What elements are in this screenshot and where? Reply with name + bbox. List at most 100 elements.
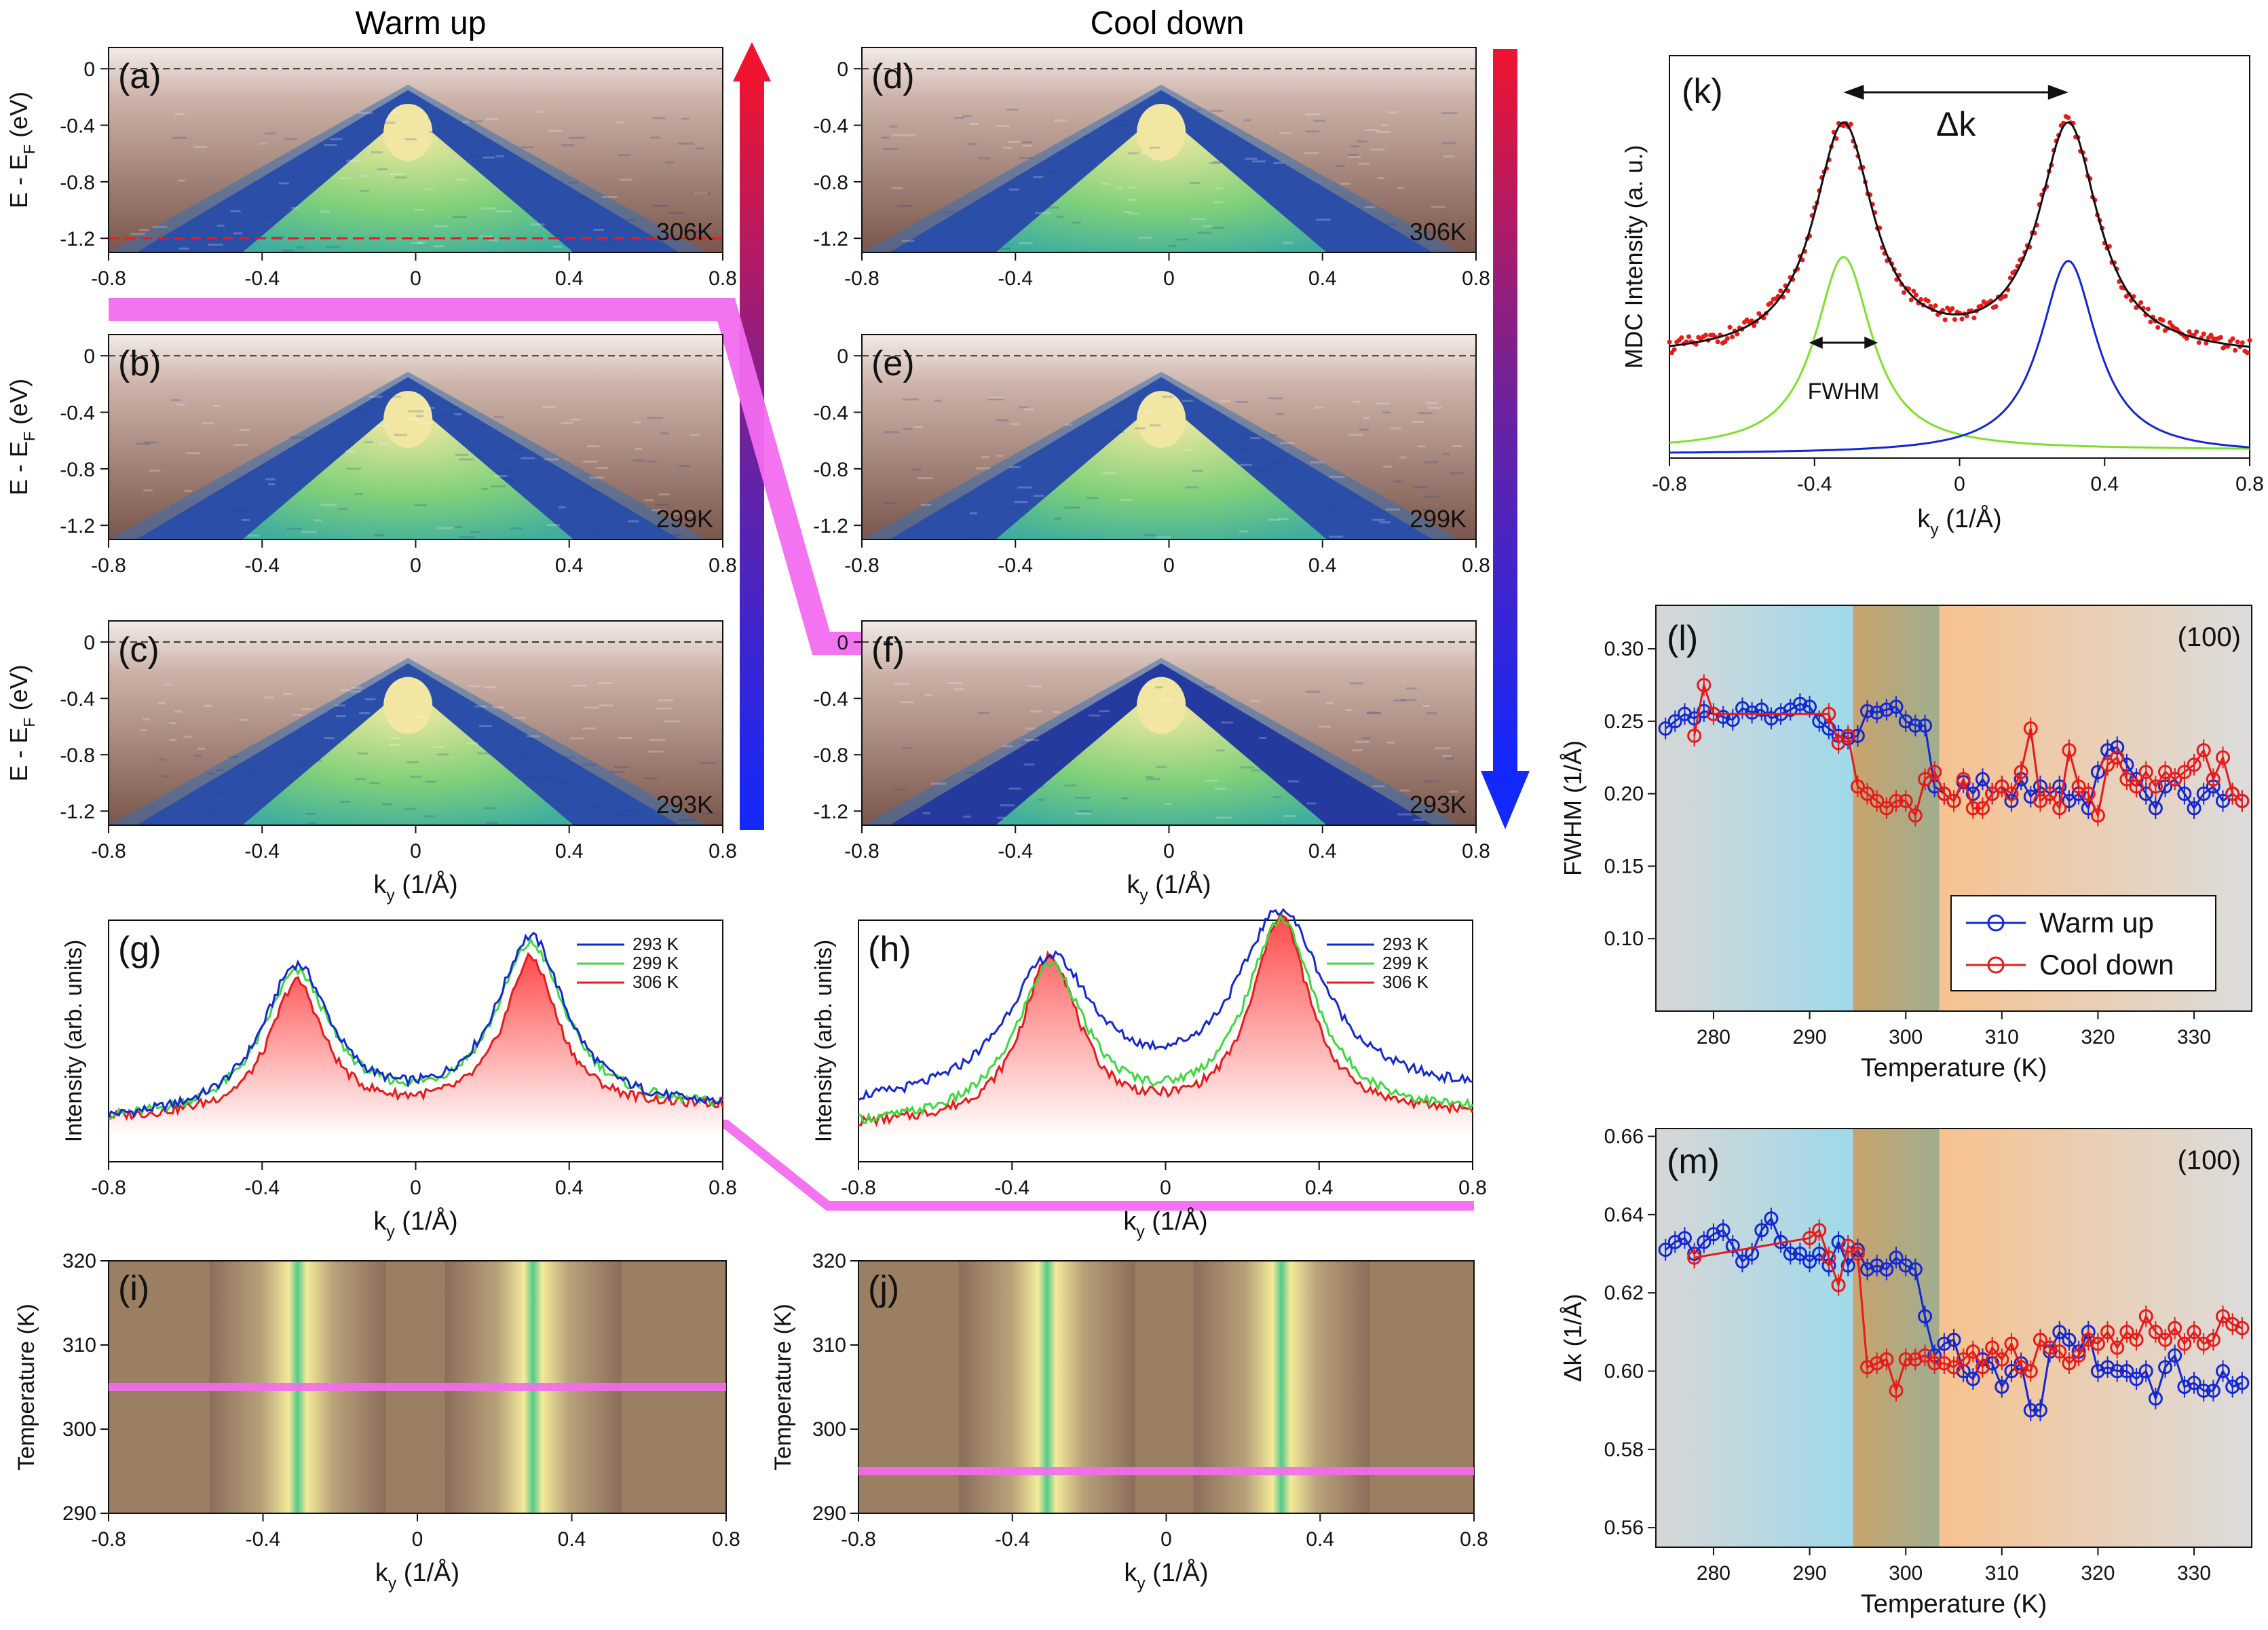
- texture: [561, 421, 574, 424]
- band-core: [1137, 677, 1186, 734]
- texture: [1422, 705, 1430, 708]
- texture: [1017, 486, 1032, 489]
- texture: [917, 477, 933, 480]
- x-tick-label: -0.4: [244, 840, 280, 863]
- data-point: [1898, 793, 1913, 808]
- x-tick-label: 0.4: [1306, 1528, 1334, 1551]
- texture: [953, 688, 964, 691]
- data-point: [2187, 1325, 2201, 1340]
- texture: [414, 504, 428, 507]
- texture: [354, 493, 363, 495]
- data-point: [2187, 757, 2201, 772]
- texture: [584, 763, 599, 766]
- texture: [1053, 729, 1063, 732]
- texture: [1083, 136, 1093, 138]
- data-point: [1898, 1352, 1913, 1367]
- x-tick-label: -0.4: [246, 1528, 281, 1551]
- ky-axis-label: ky (1/Å): [373, 1206, 457, 1241]
- data-point: [2148, 1391, 2163, 1406]
- energy-axis-label: E - EF (eV): [5, 92, 38, 208]
- arpes-image: [862, 48, 1476, 252]
- texture: [433, 245, 445, 248]
- texture: [1048, 170, 1060, 173]
- region-hysteresis: [1853, 1129, 1940, 1547]
- texture: [239, 429, 250, 432]
- x-tick-label: 310: [1985, 1026, 2019, 1048]
- texture: [987, 398, 1004, 400]
- texture: [1372, 518, 1385, 521]
- texture: [1355, 740, 1370, 743]
- texture: [481, 207, 497, 210]
- texture: [466, 742, 478, 744]
- data-point: [1975, 801, 1990, 816]
- texture: [259, 142, 267, 145]
- texture: [1314, 406, 1324, 409]
- data-point: [1821, 706, 1836, 721]
- x-tick-label: 0: [1163, 554, 1175, 577]
- data-point: [1860, 704, 1875, 719]
- x-tick-label: -0.4: [998, 267, 1033, 290]
- band-core: [1137, 390, 1186, 448]
- y-tick-label: -0.4: [60, 688, 95, 710]
- data-point: [2090, 765, 2105, 780]
- texture: [178, 247, 189, 250]
- texture: [1145, 776, 1154, 778]
- texture: [409, 417, 418, 420]
- texture: [884, 502, 896, 505]
- texture: [601, 195, 618, 198]
- y-tick-label: -1.2: [60, 515, 95, 537]
- texture: [1089, 714, 1101, 717]
- texture: [1283, 242, 1293, 244]
- texture: [989, 396, 1005, 399]
- texture: [501, 469, 515, 472]
- texture: [434, 225, 449, 227]
- texture: [1364, 129, 1380, 132]
- texture: [1019, 157, 1034, 159]
- arpes-image: [862, 335, 1476, 539]
- texture: [530, 223, 545, 226]
- texture: [278, 182, 289, 185]
- x-tick-label: 0: [410, 554, 421, 577]
- data-point: [2004, 786, 2019, 801]
- data-point: [2052, 779, 2067, 794]
- y-tick-label: -1.2: [813, 801, 848, 823]
- texture: [967, 143, 977, 145]
- y-tick-label: -0.4: [60, 115, 95, 138]
- data-point: [2187, 801, 2201, 816]
- y-tick-label: 300: [62, 1418, 96, 1441]
- texture: [1244, 157, 1258, 160]
- texture: [1065, 423, 1073, 426]
- texture: [359, 712, 370, 715]
- data-point: [2071, 1348, 2086, 1363]
- fit-data-point: [1769, 300, 1774, 305]
- texture: [1283, 815, 1296, 818]
- texture: [1128, 199, 1137, 202]
- data-point: [2119, 1364, 2134, 1379]
- fit-data-point: [1933, 303, 1938, 308]
- texture: [901, 134, 917, 136]
- texture: [521, 146, 534, 149]
- data-point: [2196, 743, 2211, 758]
- temperature-label-a: 306K: [656, 218, 713, 246]
- texture: [407, 761, 419, 763]
- texture: [901, 747, 911, 750]
- texture: [1243, 119, 1251, 121]
- texture: [1162, 396, 1173, 398]
- texture: [1033, 176, 1044, 178]
- texture: [1250, 700, 1261, 702]
- texture: [582, 727, 597, 729]
- fit-data-point: [1919, 297, 1923, 302]
- texture: [1236, 447, 1250, 450]
- x-tick-label: 0: [1160, 1528, 1172, 1551]
- data-point: [2177, 1336, 2192, 1351]
- fit-left-lorentzian: [1669, 255, 2250, 450]
- data-point: [2110, 1364, 2125, 1379]
- texture: [369, 782, 381, 784]
- x-tick-label: -0.8: [844, 267, 880, 290]
- texture: [696, 147, 705, 150]
- texture: [1008, 188, 1019, 191]
- texture: [130, 233, 145, 235]
- texture: [962, 115, 972, 117]
- texture: [681, 117, 689, 120]
- texture: [339, 177, 352, 180]
